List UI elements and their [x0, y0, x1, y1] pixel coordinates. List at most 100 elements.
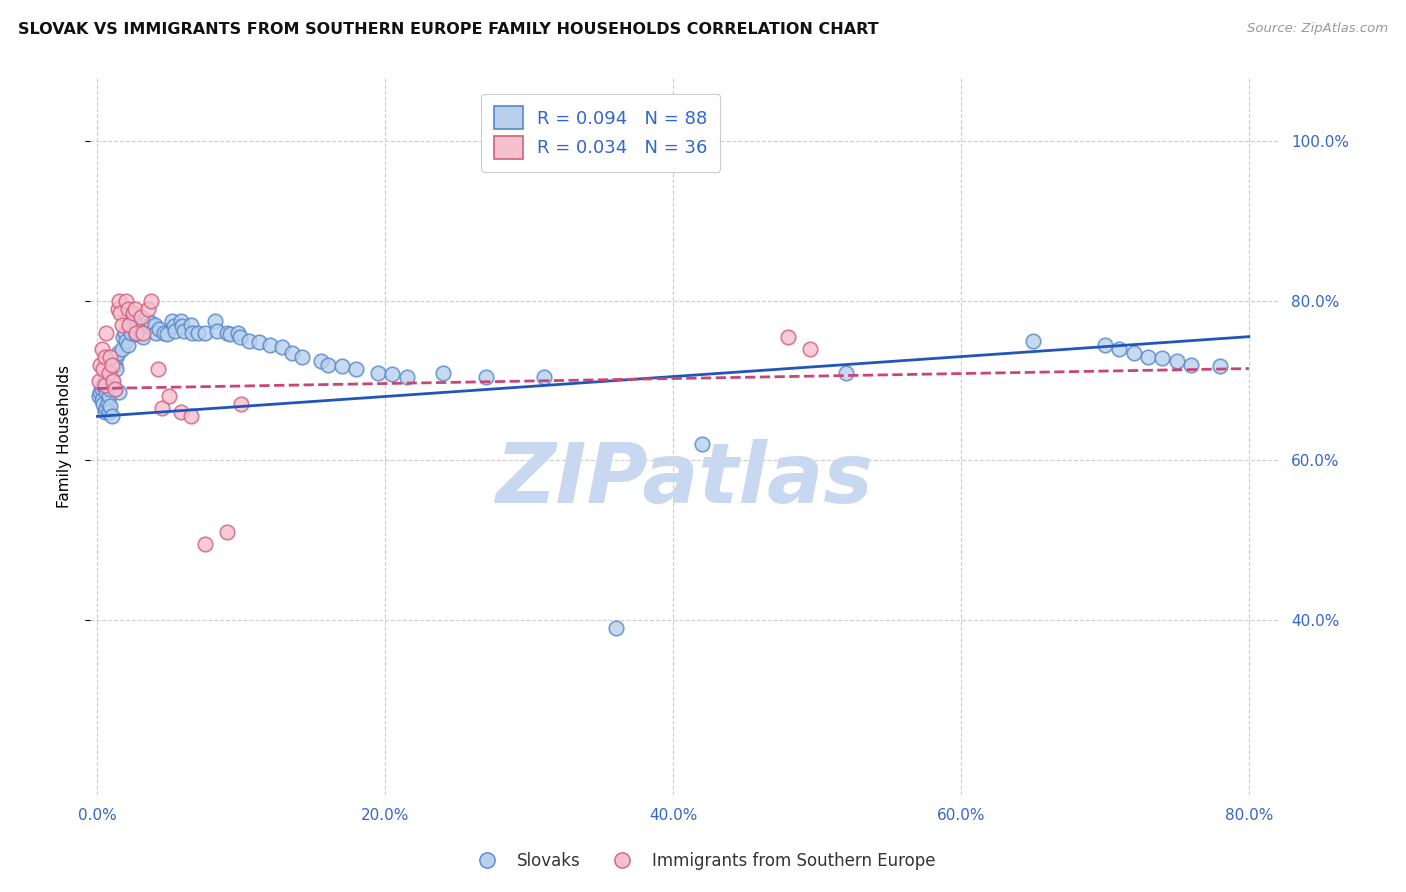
Text: Source: ZipAtlas.com: Source: ZipAtlas.com [1247, 22, 1388, 36]
Point [309, 353, 332, 368]
Point [157, 389, 180, 403]
Point [346, 361, 368, 376]
Text: SLOVAK VS IMMIGRANTS FROM SOUTHERN EUROPE FAMILY HOUSEHOLDS CORRELATION CHART: SLOVAK VS IMMIGRANTS FROM SOUTHERN EUROP… [18, 22, 879, 37]
Text: ZIPatlas: ZIPatlas [495, 439, 873, 520]
Point [143, 318, 166, 332]
Point [1122, 345, 1144, 359]
Point [218, 327, 240, 342]
Point [1209, 359, 1232, 374]
Point [117, 337, 139, 351]
Point [533, 369, 555, 384]
Point [139, 293, 162, 308]
Point [118, 318, 141, 332]
Point [132, 326, 155, 340]
Point [89, 358, 111, 372]
Point [180, 318, 202, 332]
Point [129, 310, 152, 324]
Point [690, 437, 713, 451]
Point [94, 385, 117, 400]
Point [125, 327, 148, 342]
Point [93, 374, 115, 388]
Point [280, 345, 302, 359]
Point [145, 326, 167, 340]
Legend: Slovaks, Immigrants from Southern Europe: Slovaks, Immigrants from Southern Europe [464, 846, 942, 877]
Point [89, 385, 111, 400]
Point [205, 324, 228, 338]
Point [132, 329, 155, 343]
Point [124, 321, 146, 335]
Point [238, 334, 260, 348]
Point [93, 377, 115, 392]
Point [162, 314, 184, 328]
Point [146, 361, 169, 376]
Point [111, 342, 134, 356]
Point [94, 326, 117, 340]
Point [204, 314, 226, 328]
Point [114, 326, 136, 340]
Legend: R = 0.094   N = 88, R = 0.034   N = 36: R = 0.094 N = 88, R = 0.034 N = 36 [481, 94, 720, 171]
Point [96, 396, 118, 410]
Point [778, 329, 800, 343]
Point [91, 377, 114, 392]
Point [381, 367, 404, 381]
Point [115, 334, 138, 348]
Point [107, 301, 129, 316]
Point [1094, 337, 1116, 351]
Point [121, 318, 143, 332]
Point [91, 397, 114, 411]
Point [108, 385, 131, 400]
Point [432, 366, 454, 380]
Point [91, 361, 114, 376]
Point [173, 324, 195, 338]
Point [90, 342, 112, 356]
Point [163, 319, 186, 334]
Point [94, 401, 117, 416]
Point [475, 369, 498, 384]
Point [101, 409, 124, 424]
Point [103, 374, 125, 388]
Point [87, 374, 110, 388]
Point [181, 326, 204, 340]
Point [835, 366, 858, 380]
Point [100, 382, 122, 396]
Point [111, 318, 134, 332]
Point [129, 326, 152, 340]
Point [215, 326, 238, 340]
Point [291, 350, 314, 364]
Point [150, 401, 173, 416]
Point [194, 537, 217, 551]
Y-axis label: Family Households: Family Households [58, 365, 72, 508]
Point [228, 326, 250, 340]
Point [125, 326, 148, 340]
Point [107, 345, 129, 359]
Point [1152, 351, 1174, 366]
Point [799, 342, 821, 356]
Point [367, 366, 389, 380]
Point [155, 327, 177, 342]
Point [1022, 334, 1045, 348]
Point [131, 318, 153, 332]
Point [180, 409, 202, 424]
Point [96, 377, 118, 392]
Point [100, 399, 122, 413]
Point [165, 324, 187, 338]
Point [110, 306, 132, 320]
Point [316, 358, 339, 372]
Point [1108, 342, 1130, 356]
Point [215, 524, 238, 539]
Point [104, 382, 127, 396]
Point [105, 350, 128, 364]
Point [120, 326, 142, 340]
Point [259, 337, 281, 351]
Point [93, 405, 115, 419]
Point [148, 321, 170, 335]
Point [93, 350, 115, 364]
Point [90, 382, 112, 396]
Point [108, 293, 131, 308]
Point [247, 335, 270, 350]
Point [194, 326, 217, 340]
Point [124, 301, 146, 316]
Point [97, 366, 120, 380]
Point [115, 293, 138, 308]
Point [101, 374, 124, 388]
